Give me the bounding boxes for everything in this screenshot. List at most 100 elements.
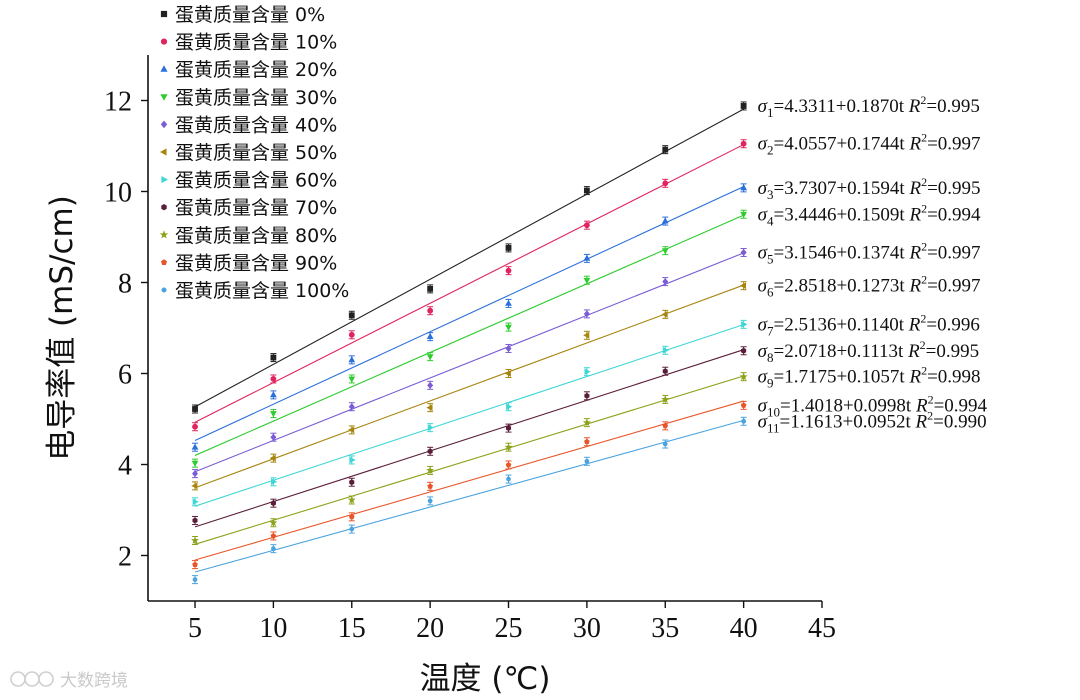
data-point — [270, 500, 276, 507]
data-point — [191, 536, 200, 544]
fit-line — [194, 108, 744, 408]
data-point — [271, 546, 276, 552]
x-tick-label: 25 — [495, 613, 523, 644]
legend-label: 蛋黄质量含量 20% — [175, 59, 337, 81]
data-point — [270, 411, 277, 418]
data-point — [349, 526, 355, 532]
x-tick-label: 15 — [338, 613, 366, 644]
data-point — [192, 470, 199, 478]
x-axis-title: 温度 (℃) — [420, 661, 551, 697]
data-point — [427, 381, 434, 389]
fit-line — [194, 400, 744, 561]
data-point — [505, 344, 512, 353]
data-point — [427, 483, 433, 489]
data-point — [504, 370, 511, 377]
legend-label: 蛋黄质量含量 50% — [175, 142, 337, 164]
data-point — [191, 443, 199, 450]
legend-marker — [160, 120, 168, 129]
fit-equation: σ10=1.4018+0.0998t R2=0.994 — [758, 392, 988, 419]
data-point — [348, 376, 356, 383]
legend: 蛋黄质量含量 0% 蛋黄质量含量 10% 蛋黄质量含量 20% 蛋黄质量含量 30% 蛋… — [159, 4, 349, 302]
data-point — [426, 404, 433, 411]
data-point — [427, 307, 434, 314]
data-point — [583, 187, 590, 194]
equation-marker — [740, 141, 747, 147]
data-point — [583, 331, 590, 339]
equation-marker — [740, 212, 747, 218]
data-point — [191, 482, 198, 490]
data-point — [583, 277, 591, 284]
data-point — [426, 466, 435, 474]
data-point — [661, 395, 670, 403]
legend-marker — [160, 259, 168, 265]
data-point — [192, 406, 198, 412]
data-point — [270, 433, 277, 441]
data-point — [662, 368, 668, 375]
y-tick-label: 8 — [118, 269, 132, 300]
x-ticks: 5 10 15 20 25 30 35 40 45 — [188, 601, 836, 644]
data-point — [506, 476, 511, 482]
equation-marker — [740, 184, 747, 191]
y-tick-label: 2 — [118, 542, 132, 573]
data-point — [192, 517, 198, 524]
data-point — [271, 478, 278, 486]
data-point — [505, 425, 512, 432]
data-point — [427, 448, 433, 455]
equation-marker — [740, 282, 746, 289]
data-point — [583, 222, 590, 229]
fit-line — [194, 144, 744, 423]
fit-line — [194, 214, 744, 456]
data-point — [349, 479, 355, 486]
data-point — [584, 438, 590, 445]
data-point — [662, 278, 669, 286]
legend-marker — [161, 287, 167, 293]
data-point — [347, 495, 356, 504]
legend-marker — [161, 176, 168, 184]
data-point — [348, 312, 355, 319]
x-tick-label: 30 — [573, 613, 601, 644]
data-point — [348, 513, 355, 520]
legend-label: 蛋黄质量含量 60% — [175, 170, 337, 192]
data-point — [505, 299, 512, 306]
fit-equation: σ8=2.0718+0.1113t R2=0.995 — [758, 338, 980, 365]
fit-line — [194, 349, 744, 528]
watermark-text: 大数跨境 — [60, 671, 128, 691]
fit-line — [194, 324, 744, 507]
legend-label: 蛋黄质量含量 80% — [175, 225, 337, 247]
data-point — [583, 310, 590, 318]
data-point — [270, 354, 277, 361]
data-point — [270, 391, 277, 398]
legend-label: 蛋黄质量含量 40% — [175, 114, 337, 136]
data-point — [269, 454, 276, 462]
fit-equation: σ2=4.0557+0.1744t R2=0.997 — [758, 131, 981, 158]
legend-label: 蛋黄质量含量 10% — [175, 32, 337, 54]
data-point — [349, 456, 356, 464]
fit-lines — [194, 108, 744, 573]
equation-marker — [741, 419, 746, 424]
data-point — [584, 392, 590, 399]
data-point — [662, 180, 669, 187]
legend-label: 蛋黄质量含量 0% — [175, 4, 325, 26]
fit-line — [194, 375, 744, 545]
data-point — [427, 424, 434, 432]
data-point — [270, 376, 277, 382]
data-point — [661, 217, 669, 224]
fit-equation: σ1=4.3311+0.1870t R2=0.995 — [758, 93, 980, 120]
equation-marker — [740, 249, 747, 256]
data-point — [192, 561, 198, 568]
data-point — [348, 426, 355, 434]
legend-label: 蛋黄质量含量 30% — [175, 87, 337, 109]
data-point — [426, 354, 434, 361]
fit-line — [194, 252, 744, 473]
legend-marker — [160, 94, 168, 101]
data-point — [583, 254, 591, 261]
data-point — [505, 267, 512, 274]
axes — [147, 55, 822, 602]
fit-line — [194, 284, 744, 489]
data-point — [662, 422, 669, 429]
y-tick-label: 6 — [118, 360, 132, 391]
legend-marker — [160, 148, 167, 156]
legend-marker — [159, 230, 169, 239]
data-point — [662, 441, 668, 447]
y-ticks: 2 4 6 8 10 12 — [104, 87, 148, 573]
